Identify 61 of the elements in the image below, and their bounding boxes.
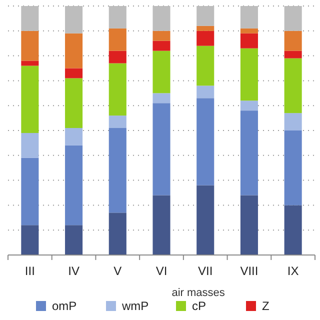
x-tick-label: VII [198, 264, 213, 278]
bar [21, 30, 39, 61]
bar [284, 113, 302, 130]
bar [21, 225, 39, 255]
bar [152, 40, 170, 51]
legend-label: wmP [121, 299, 149, 313]
x-tick-label: VI [156, 264, 168, 278]
bar [196, 98, 214, 186]
bar [240, 6, 258, 28]
bar [240, 100, 258, 111]
bar [21, 6, 39, 31]
bar [240, 28, 258, 34]
bar [152, 30, 170, 41]
legend-label: cP [192, 299, 206, 313]
bar [284, 30, 302, 51]
bar [196, 26, 214, 31]
bar [152, 195, 170, 255]
bar [284, 50, 302, 58]
bar [21, 158, 39, 226]
bar [152, 103, 170, 196]
x-tick-label: V [114, 264, 122, 278]
bar [284, 130, 302, 206]
bar [108, 128, 126, 213]
bar [284, 205, 302, 255]
bar [196, 6, 214, 26]
bar [108, 63, 126, 116]
bar [284, 6, 302, 31]
bar [65, 6, 83, 34]
bar [108, 6, 126, 28]
bar [65, 145, 83, 226]
bar [196, 46, 214, 86]
bar [21, 132, 39, 158]
bar [152, 50, 170, 94]
bar [240, 110, 258, 196]
bar [284, 58, 302, 114]
bar [65, 33, 83, 68]
bar [152, 93, 170, 104]
legend-label: Z [262, 299, 270, 313]
bar [196, 86, 214, 98]
bar [240, 33, 258, 48]
bar [21, 66, 39, 133]
x-tick-label: III [24, 264, 35, 278]
bar [196, 30, 214, 46]
x-axis-title: air masses [172, 287, 226, 299]
x-tick-label: IV [68, 264, 80, 278]
bar [65, 128, 83, 146]
bar [108, 212, 126, 255]
legend-label: omP [52, 299, 77, 313]
x-tick-label: VIII [240, 264, 258, 278]
bar [65, 68, 83, 78]
bar [108, 116, 126, 128]
bar [240, 195, 258, 255]
bar [65, 78, 83, 128]
bar [108, 50, 126, 64]
bar [21, 60, 39, 66]
bar [65, 225, 83, 255]
bar [152, 6, 170, 31]
bar [108, 28, 126, 51]
bar [196, 185, 214, 255]
bar [240, 48, 258, 101]
x-tick-label: IX [287, 264, 299, 278]
